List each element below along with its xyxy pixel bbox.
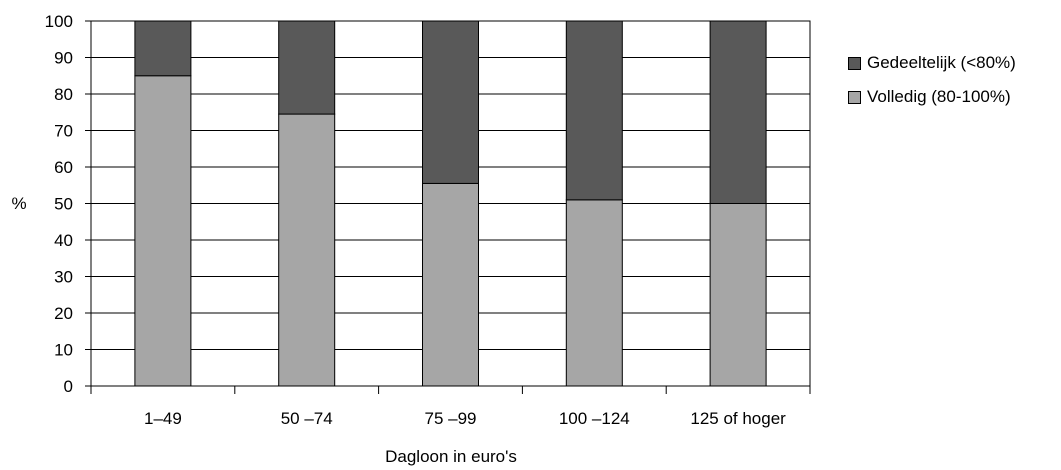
y-tick-labels: 0 10 20 30 40 50 60 70 80 90 100 <box>45 12 73 396</box>
bar-segment-volledig <box>565 199 623 387</box>
bar-segment-volledig <box>278 113 336 387</box>
y-tick-label: 0 <box>64 377 73 396</box>
bar-segment-gedeeltelijk <box>278 20 336 115</box>
y-tick-label: 30 <box>54 268 73 287</box>
x-tick-label: 125 of hoger <box>690 409 786 428</box>
y-axis-label: % <box>11 194 26 213</box>
axes <box>85 20 811 394</box>
x-tick-label: 50 –74 <box>281 409 333 428</box>
bar-segment-volledig <box>422 182 479 387</box>
bar-segment-gedeeltelijk <box>565 20 623 201</box>
x-tick-labels: 1–49 50 –74 75 –99 100 –124 125 of hoger <box>144 409 786 428</box>
bar-segment-volledig <box>134 75 192 387</box>
y-tick-label: 20 <box>54 304 73 323</box>
x-axis-label: Dagloon in euro's <box>385 447 517 466</box>
bar-segment-gedeeltelijk <box>422 20 479 184</box>
bar-segment-gedeeltelijk <box>134 20 192 77</box>
y-tick-label: 10 <box>54 341 73 360</box>
x-tick-label: 100 –124 <box>559 409 630 428</box>
y-tick-label: 60 <box>54 158 73 177</box>
bar-segment-gedeeltelijk <box>709 20 767 204</box>
y-tick-label: 80 <box>54 85 73 104</box>
x-tick-label: 75 –99 <box>425 409 477 428</box>
y-tick-label: 90 <box>54 49 73 68</box>
legend-label: Gedeeltelijk (<80%) <box>867 53 1016 72</box>
legend-swatch <box>848 56 861 70</box>
bar-segment-volledig <box>709 203 767 387</box>
legend-item: Volledig (80-100%) <box>848 86 1016 108</box>
y-tick-label: 40 <box>54 231 73 250</box>
legend-swatch <box>848 90 861 104</box>
y-tick-label: 50 <box>54 195 73 214</box>
legend-item: Gedeeltelijk (<80%) <box>848 52 1016 74</box>
x-tick-label: 1–49 <box>144 409 182 428</box>
legend-label: Volledig (80-100%) <box>867 87 1011 106</box>
y-tick-label: 100 <box>45 12 73 31</box>
y-tick-label: 70 <box>54 122 73 141</box>
legend: Gedeeltelijk (<80%) Volledig (80-100%) <box>848 52 1016 120</box>
